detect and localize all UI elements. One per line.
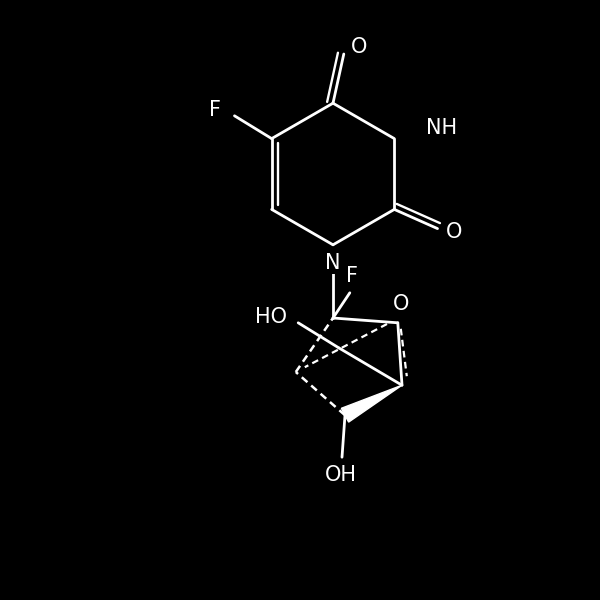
- Text: O: O: [350, 37, 367, 57]
- Text: F: F: [209, 100, 221, 120]
- Text: NH: NH: [425, 118, 457, 138]
- Text: F: F: [346, 266, 358, 286]
- Text: HO: HO: [255, 307, 287, 327]
- Polygon shape: [341, 385, 402, 422]
- Text: N: N: [325, 253, 341, 273]
- Text: O: O: [446, 221, 463, 242]
- Text: OH: OH: [325, 465, 357, 485]
- Text: O: O: [392, 293, 409, 314]
